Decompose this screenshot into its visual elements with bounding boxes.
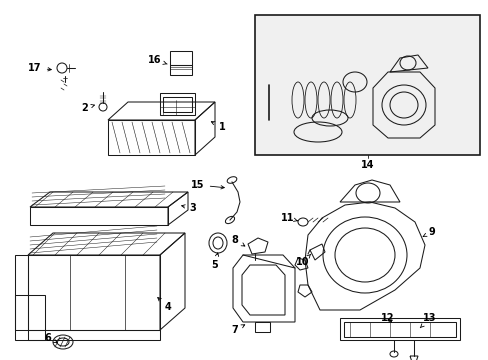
Text: 15: 15 [191,180,224,190]
Bar [339,318,459,340]
Text: 13: 13 [419,313,436,328]
Text: 8: 8 [231,235,244,246]
Text: 7: 7 [231,325,244,335]
Bar [343,322,455,337]
Text: 11: 11 [281,213,297,223]
Text: 5: 5 [211,253,218,270]
Text: 14: 14 [361,160,374,170]
Text: 2: 2 [81,103,94,113]
Bar [163,97,192,112]
Text: 12: 12 [381,313,394,323]
Bar [170,51,192,65]
Text: 1: 1 [211,122,225,132]
Text: 4: 4 [158,297,171,312]
Text: 16: 16 [148,55,167,65]
Bar [254,15,479,155]
Text: 10: 10 [296,254,310,267]
Text: 17: 17 [28,63,51,73]
Text: 6: 6 [44,333,57,343]
Bar [170,65,192,75]
Bar [160,93,195,115]
Text: 9: 9 [422,227,434,237]
Text: 3: 3 [181,203,196,213]
